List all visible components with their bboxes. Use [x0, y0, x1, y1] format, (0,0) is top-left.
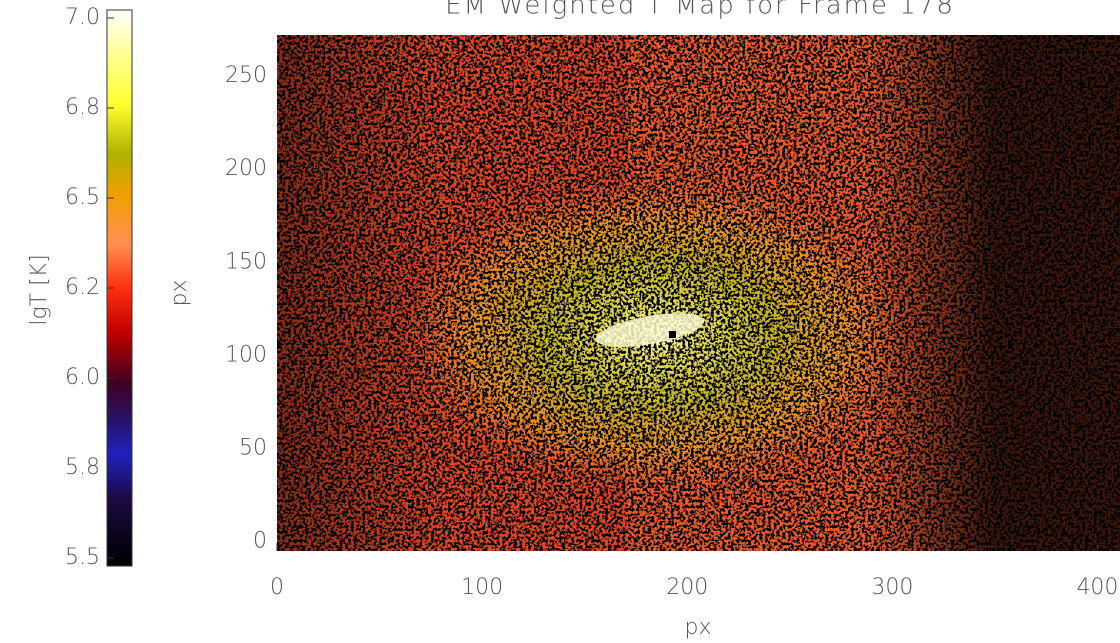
y-tick-label: 0 [253, 529, 267, 554]
y-tick-label: 100 [225, 342, 267, 367]
y-tick-label: 200 [225, 156, 267, 181]
x-tick-label: 0 [270, 575, 284, 600]
x-axis-label: px [685, 615, 712, 640]
chart-title: EM Weighted T Map for Frame 178 [445, 0, 955, 21]
colorbar-tick-label: 6.0 [65, 365, 100, 390]
colorbar-tick-label: 6.5 [65, 185, 100, 210]
colorbar-label: lgT [K] [27, 254, 52, 325]
y-tick-label: 150 [225, 249, 267, 274]
x-tick-label: 100 [461, 575, 503, 600]
colorbar-tick-label: 6.8 [65, 95, 100, 120]
colorbar-tick-label: 7.0 [65, 5, 100, 30]
chart: EM Weighted T Map for Frame 178 lgT [K] … [0, 0, 1120, 643]
x-tick-label: 400 [1076, 575, 1118, 600]
x-tick-label: 300 [871, 575, 913, 600]
colorbar-tick-label: 5.8 [65, 455, 100, 480]
colorbar-tick-label: 6.2 [65, 275, 100, 300]
y-tick-label: 50 [239, 436, 267, 461]
x-tick-label: 200 [666, 575, 708, 600]
y-axis-label: px [167, 280, 192, 307]
y-tick-label: 250 [225, 63, 267, 88]
heatmap [277, 35, 1120, 551]
colorbar-tick-label: 5.5 [65, 545, 100, 570]
